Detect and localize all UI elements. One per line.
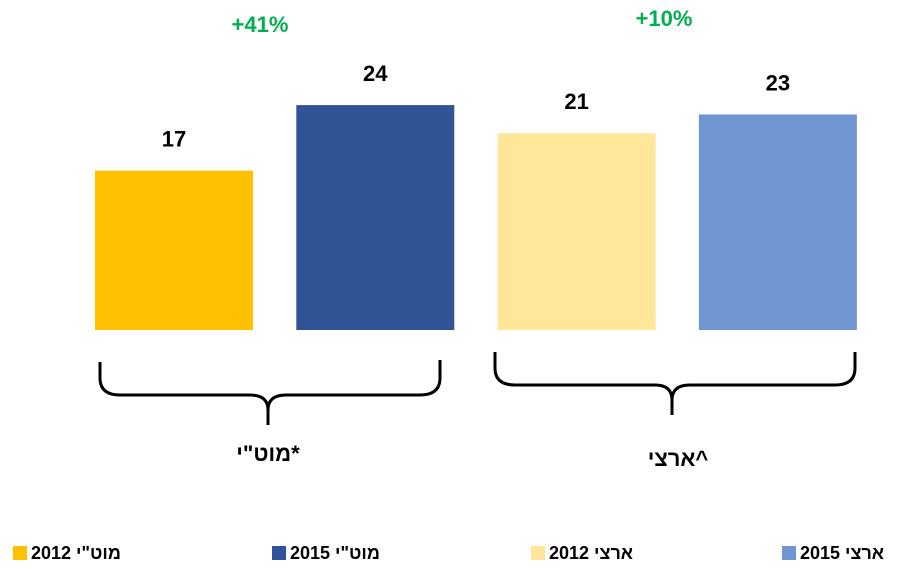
group-label: מוט"י* xyxy=(236,441,300,466)
legend-label: מוט"י 2012 xyxy=(31,543,121,563)
legend-swatch xyxy=(531,546,545,560)
data-label: 23 xyxy=(766,70,790,95)
legend-label: ארצי 2012 xyxy=(549,543,633,563)
group-brace xyxy=(98,360,442,425)
bar xyxy=(497,133,656,330)
legend-swatch xyxy=(13,546,27,560)
annotation: +41% xyxy=(232,12,289,37)
data-label: 17 xyxy=(162,126,186,151)
data-label: 21 xyxy=(564,89,588,114)
legend-swatch xyxy=(782,546,796,560)
group-label: ארצי^ xyxy=(648,446,709,471)
legend-swatch xyxy=(272,546,286,560)
group-brace xyxy=(493,352,857,415)
bar xyxy=(698,114,857,330)
annotation: +10% xyxy=(636,6,693,31)
data-label: 24 xyxy=(363,61,388,86)
bar xyxy=(296,105,455,330)
bar xyxy=(95,170,253,330)
legend-label: מוט"י 2015 xyxy=(290,543,380,563)
legend-label: ארצי 2015 xyxy=(800,543,884,563)
